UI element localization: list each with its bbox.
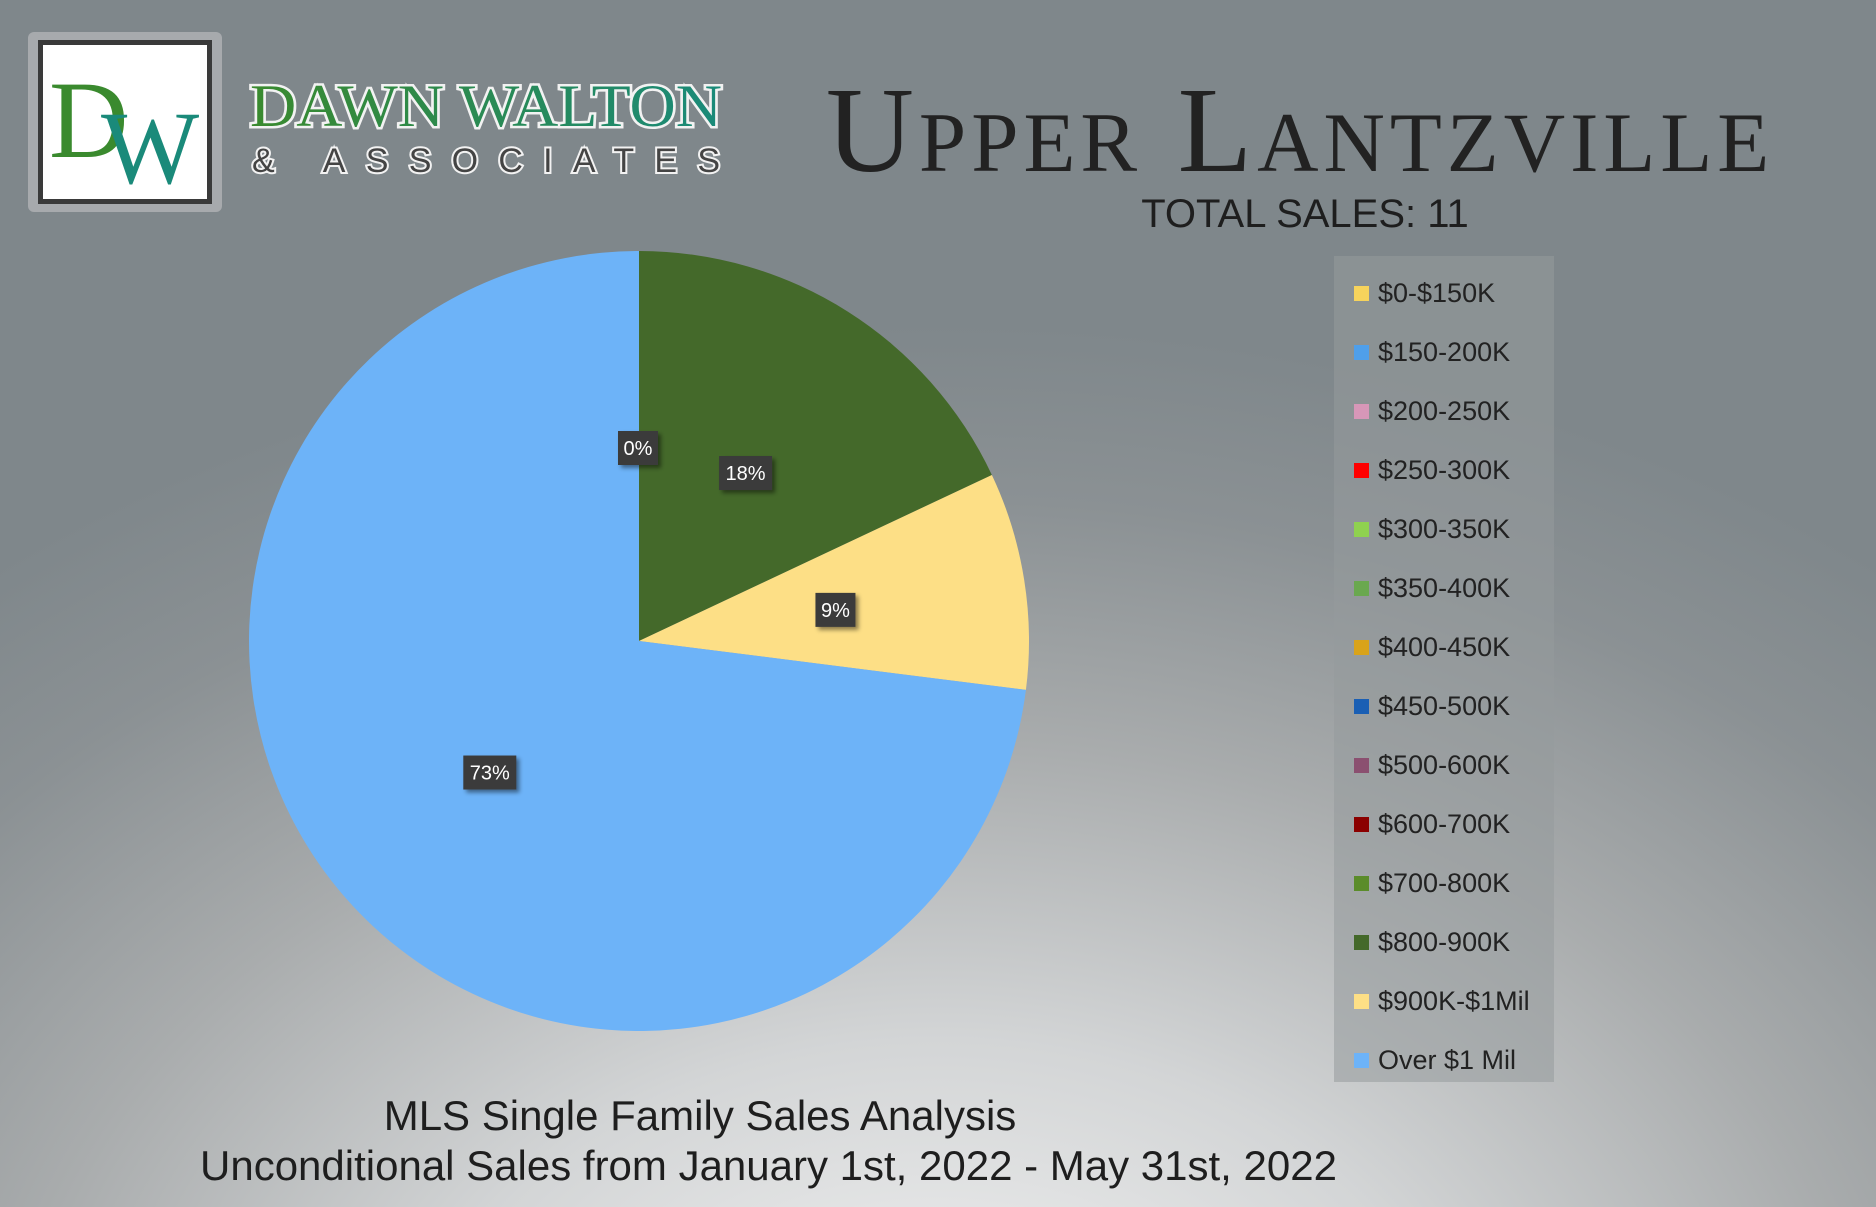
legend-swatch [1354, 639, 1369, 655]
logo: D W [28, 32, 222, 212]
data-label-800-900k: 18% [719, 456, 773, 491]
data-label-box [815, 592, 856, 627]
logo-monogram-w: W [101, 91, 199, 199]
legend-swatch [1354, 344, 1369, 360]
legend-item-200-250k: $200-250K [1354, 391, 1510, 431]
legend-label: $250-300K [1378, 454, 1511, 485]
data-label-box [618, 431, 658, 465]
data-label-text: 0% [624, 438, 653, 460]
pie-slice-over-1-mil [248, 251, 1026, 1031]
legend-item-over-1-mil: Over $1 Mil [1354, 1040, 1516, 1080]
legend-swatch [1354, 816, 1369, 832]
brand-wordmark: DAWN WALTON & ASSOCIATES [248, 68, 748, 183]
legend-item-250-300k: $250-300K [1354, 450, 1510, 490]
legend-swatch [1354, 698, 1369, 714]
legend-item-400-450k: $400-450K [1354, 627, 1510, 667]
brand-name-line1: DAWN WALTON [250, 73, 722, 139]
logo-monogram: D W [49, 59, 199, 206]
pie-slice-900k-1mil [639, 474, 1029, 690]
legend-swatch [1354, 285, 1369, 301]
legend-swatch [1354, 1052, 1369, 1068]
legend-item-700-800k: $700-800K [1354, 863, 1510, 903]
legend-label: $600-700K [1378, 808, 1511, 839]
total-sales: TOTAL SALES: 11 [1141, 192, 1469, 236]
legend-swatch [1354, 521, 1369, 537]
footer-line1: MLS Single Family Sales Analysis [383, 1092, 1017, 1139]
legend-label: $450-500K [1378, 690, 1511, 721]
footer-line2: Unconditional Sales from January 1st, 20… [200, 1142, 1337, 1189]
legend-label: $300-350K [1378, 513, 1511, 544]
legend-swatch [1354, 757, 1369, 773]
legend-label: $350-400K [1378, 572, 1511, 603]
pie-data-labels: 18% 9% 73% 0% [463, 431, 856, 790]
data-label-text: 9% [821, 600, 850, 622]
pie-slice-800-900k [639, 251, 992, 641]
legend-label: $800-900K [1378, 926, 1511, 957]
data-label-900k-1mil: 9% [815, 592, 856, 627]
legend-label: $700-800K [1378, 867, 1511, 898]
legend-label: Over $1 Mil [1378, 1044, 1517, 1075]
data-label-text: 18% [726, 463, 766, 485]
legend-item-900k-1mil: $900K-$1Mil [1354, 981, 1530, 1021]
legend-item-500-600k: $500-600K [1354, 745, 1510, 785]
legend-swatch [1354, 403, 1369, 419]
logo-monogram-d: D [49, 59, 128, 181]
logo-monogram-frame: D W [38, 40, 212, 206]
legend-item-450-500k: $450-500K [1354, 686, 1510, 726]
legend-swatch [1354, 462, 1369, 478]
data-label-text: 73% [470, 763, 510, 785]
legend-label: $900K-$1Mil [1378, 985, 1530, 1016]
legend-label: $500-600K [1378, 749, 1511, 780]
legend-swatch [1354, 875, 1369, 891]
legend-swatch [1354, 934, 1369, 950]
data-label-0-150k: 0% [618, 431, 658, 465]
legend-swatch [1354, 580, 1369, 596]
legend-item-800-900k: $800-900K [1354, 922, 1510, 962]
legend-item-150-200k: $150-200K [1354, 332, 1510, 372]
data-label-over-1-mil: 73% [463, 755, 517, 790]
legend-label: $0-$150K [1378, 277, 1496, 308]
legend-item-300-350k: $300-350K [1354, 509, 1510, 549]
legend-label: $400-450K [1378, 631, 1511, 662]
page-title: Upper Lantzville [825, 63, 1775, 198]
data-label-box [463, 755, 517, 790]
legend-item-0-150k: $0-$150K [1354, 273, 1495, 313]
legend-item-350-400k: $350-400K [1354, 568, 1510, 608]
legend-swatch [1354, 993, 1369, 1009]
legend-label: $200-250K [1378, 395, 1511, 426]
legend-item-600-700k: $600-700K [1354, 804, 1510, 844]
pie-slices [248, 251, 1029, 1031]
legend-label: $150-200K [1378, 336, 1511, 367]
chart-legend: $0-$150K $150-200K $200-250K $250-300K $300-… [1334, 256, 1554, 1082]
data-label-box [719, 456, 773, 491]
